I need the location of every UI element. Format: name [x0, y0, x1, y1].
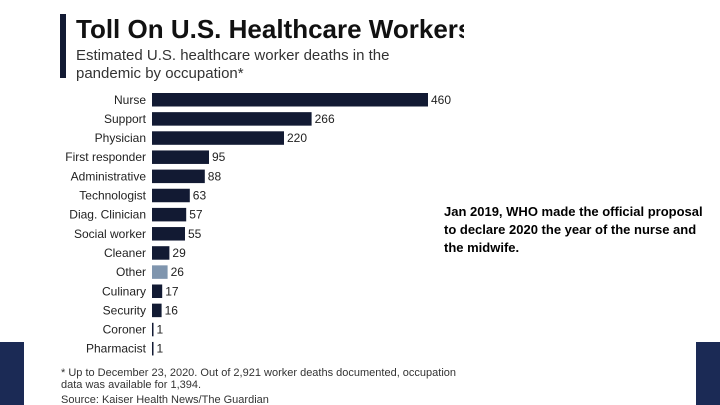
bar-label: Technologist: [79, 189, 146, 203]
bar-label: First responder: [65, 150, 146, 164]
bar-value-label: 63: [193, 189, 207, 203]
bar-value-label: 57: [189, 208, 203, 222]
chart-panel: Toll On U.S. Healthcare Workers Estimate…: [24, 0, 464, 405]
bar-value-label: 95: [212, 150, 226, 164]
bar-value-label: 26: [171, 265, 185, 279]
bar-label: Diag. Clinician: [69, 208, 146, 222]
bar: [152, 112, 312, 126]
bar-label: Cleaner: [104, 246, 146, 260]
chart-subtitle: Estimated U.S. healthcare worker deaths …: [76, 47, 390, 82]
annotation-text: Jan 2019, WHO made the official proposal…: [444, 204, 703, 255]
bar-value-label: 1: [157, 342, 164, 356]
bar: [152, 131, 284, 145]
bar-value-label: 17: [165, 284, 179, 298]
left-accent-block: [0, 342, 24, 405]
bar-value-label: 460: [431, 93, 451, 107]
bar: [152, 93, 428, 107]
bar-label: Administrative: [71, 169, 147, 183]
bar-value-label: 220: [287, 131, 307, 145]
bar: [152, 265, 168, 279]
bar: [152, 150, 209, 164]
bar: [152, 303, 162, 318]
bar-chart: Nurse 460 Support 266 Physician 220 First resp…: [65, 93, 451, 356]
bar-value-label: 16: [165, 303, 179, 317]
bar-label: Pharmacist: [86, 342, 147, 356]
right-accent-block: [696, 342, 720, 405]
bar-label: Other: [116, 265, 146, 279]
bar: [152, 169, 205, 184]
bar-value-label: 1: [157, 323, 164, 337]
bar: [152, 207, 187, 222]
chart-title: Toll On U.S. Healthcare Workers: [76, 14, 464, 44]
bar-value-label: 88: [208, 169, 222, 183]
bar-label: Physician: [95, 131, 146, 145]
bar: [152, 341, 154, 356]
bar-label: Support: [104, 112, 147, 126]
bar-label: Security: [103, 303, 146, 317]
bar-value-label: 29: [172, 246, 186, 260]
bar-value-label: 55: [188, 227, 202, 241]
bar: [152, 246, 170, 260]
bar: [152, 284, 163, 298]
bar: [152, 188, 190, 203]
title-accent-bar: [60, 14, 66, 78]
bar: [152, 322, 154, 337]
bar-label: Social worker: [74, 227, 146, 241]
bar-label: Culinary: [102, 284, 146, 298]
chart-source: Source: Kaiser Health News/The Guardian: [61, 394, 269, 405]
bar-label: Nurse: [114, 93, 146, 107]
chart-footnote: * Up to December 23, 2020. Out of 2,921 …: [61, 367, 457, 391]
bar-value-label: 266: [315, 112, 335, 126]
bar: [152, 227, 185, 241]
bar-label: Coroner: [103, 323, 146, 337]
